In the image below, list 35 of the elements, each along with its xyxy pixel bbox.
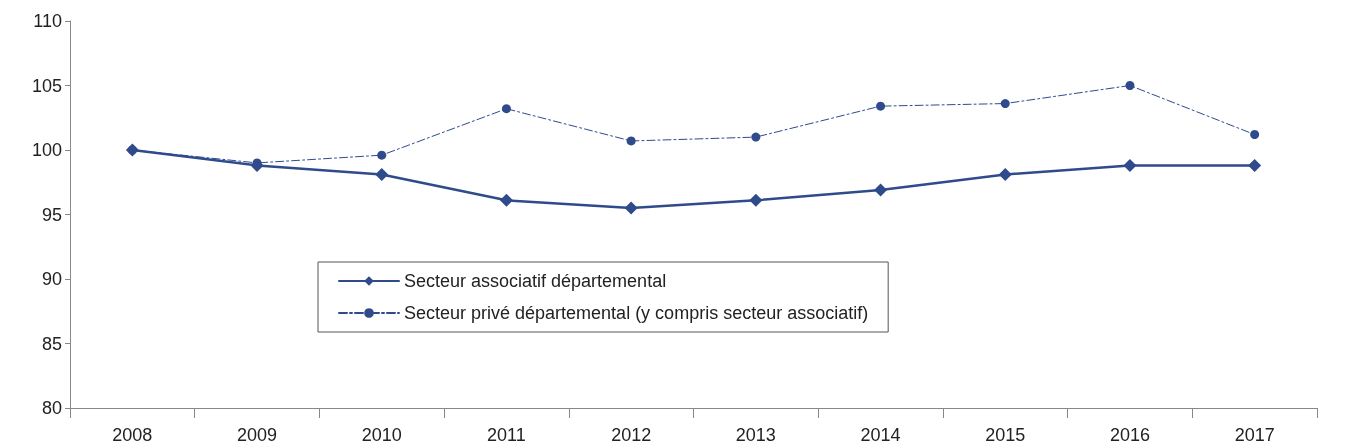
point [624, 201, 638, 215]
x-tick-label: 2015 [985, 425, 1026, 445]
x-tick-label: 2012 [611, 425, 652, 445]
point [998, 168, 1012, 182]
point [501, 104, 511, 114]
y-tick-label: 95 [41, 204, 62, 225]
x-tick-label: 2017 [1234, 425, 1275, 445]
legend-label: Secteur associatif départemental [404, 271, 667, 291]
point [874, 183, 888, 197]
legend-label: Secteur privé départemental (y compris secteur associatif) [404, 303, 869, 323]
point [1123, 158, 1137, 172]
point [1000, 99, 1010, 109]
point [375, 168, 389, 182]
point [1248, 158, 1262, 172]
y-tick-label: 110 [33, 11, 62, 31]
point [751, 132, 761, 142]
x-tick-label: 2009 [237, 425, 278, 445]
x-tick-label: 2016 [1109, 425, 1150, 445]
y-tick-label: 85 [41, 333, 62, 354]
x-tick-label: 2010 [361, 425, 402, 445]
y-tick-label: 105 [31, 75, 62, 96]
point [377, 150, 387, 160]
point [1250, 130, 1260, 140]
point [876, 101, 886, 111]
point [626, 136, 636, 146]
point [1125, 81, 1135, 90]
point [499, 193, 513, 207]
y-tick-label: 90 [41, 269, 62, 289]
x-tick-label: 2013 [735, 425, 776, 445]
x-tick-label: 2008 [112, 425, 153, 445]
y-tick-label: 100 [31, 140, 62, 160]
point [749, 193, 763, 207]
x-tick-label: 2014 [860, 425, 901, 445]
y-tick-label: 80 [41, 398, 62, 418]
x-tick-label: 2011 [487, 425, 526, 445]
